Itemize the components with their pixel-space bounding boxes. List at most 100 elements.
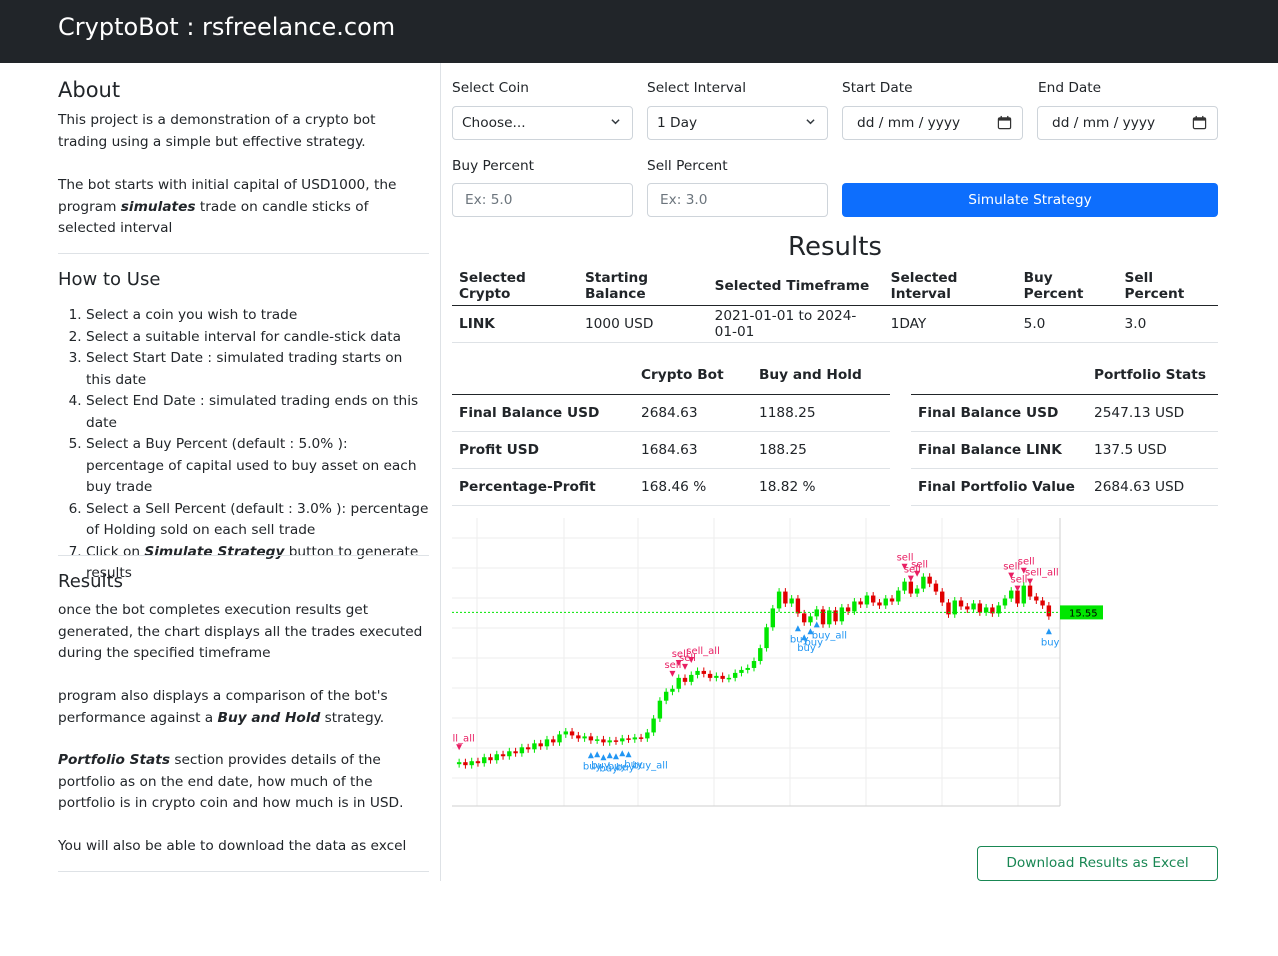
buy-percent-label: Buy Percent <box>452 158 535 174</box>
candle-body <box>613 740 619 742</box>
calendar-icon[interactable] <box>1192 115 1207 130</box>
comparison-cell: 188.25 <box>752 431 890 469</box>
buy-marker <box>612 753 619 760</box>
portfolio-cell: 2547.13 USD <box>1087 394 1218 432</box>
candle-body <box>795 598 801 614</box>
trade-chart[interactable]: 15.55sell_allbuybuybuybuybuybuybuy_allse… <box>452 518 1107 808</box>
candle-body <box>977 603 983 613</box>
candle-body <box>720 675 725 679</box>
candle-body <box>1002 598 1008 606</box>
start-date-input[interactable]: dd / mm / yyyy <box>842 106 1023 140</box>
candle-body <box>940 591 945 603</box>
candle-body <box>990 607 995 614</box>
end-date-value: dd / mm / yyyy <box>1052 115 1156 131</box>
candle-body <box>482 757 487 764</box>
results-title: Results <box>788 232 882 262</box>
sell-label: sell <box>672 649 689 660</box>
interval-label: Select Interval <box>647 80 746 96</box>
candle-body <box>488 757 493 761</box>
candle-body <box>827 610 832 625</box>
candle-body <box>958 600 964 607</box>
table-row: Final Portfolio Value 2684.63 USD <box>911 468 1218 506</box>
portfolio-cell: 2684.63 USD <box>1087 468 1218 506</box>
about-title: About <box>58 78 121 102</box>
candle-body <box>908 581 914 594</box>
sell-label: sell <box>1018 557 1035 568</box>
buy-marker <box>801 634 808 641</box>
portfolio-stats-table: Portfolio Stats Final Balance USD 2547.1… <box>911 357 1218 506</box>
candle-body <box>1021 585 1026 604</box>
summary-header: Buy Percent <box>1016 268 1118 306</box>
candle-body <box>726 677 732 680</box>
coin-select[interactable]: Choose... <box>452 106 633 140</box>
sell-label: sell <box>897 553 914 564</box>
candle-body <box>933 583 939 592</box>
candle-body <box>638 737 644 739</box>
candle-body <box>714 675 719 678</box>
candle-body <box>538 743 543 747</box>
simulates-emphasis: simulates <box>120 198 196 215</box>
candle-body <box>871 595 876 603</box>
candle-body <box>739 669 744 673</box>
buy-label: buy <box>616 762 635 773</box>
summary-header: Starting Balance <box>577 268 708 306</box>
portfolio-cell: Final Balance LINK <box>911 431 1087 469</box>
coin-label: Select Coin <box>452 80 529 96</box>
buy-marker <box>619 750 626 757</box>
end-date-input[interactable]: dd / mm / yyyy <box>1037 106 1218 140</box>
table-row: Percentage-Profit 168.46 % 18.82 % <box>452 468 890 506</box>
sell-marker <box>1027 578 1034 585</box>
results-text-2a: program also displays a comparison of th… <box>58 688 388 726</box>
comparison-header: Crypto Bot <box>634 357 752 395</box>
buy-label: buy <box>591 760 610 771</box>
download-excel-button[interactable]: Download Results as Excel <box>977 846 1218 881</box>
brand-title[interactable]: CryptoBot : rsfreelance.com <box>58 13 396 41</box>
results-text-3: Portfolio Stats section provides details… <box>58 750 429 815</box>
sell-marker <box>675 659 682 666</box>
candle-body <box>745 667 750 670</box>
sell-label: sell <box>679 653 696 664</box>
candle-body <box>469 761 474 766</box>
step-item: Select a suitable interval for candle-st… <box>86 327 429 349</box>
candle-body <box>594 739 600 741</box>
comparison-cell: Final Balance USD <box>452 394 634 432</box>
howto-title: How to Use <box>58 269 161 290</box>
comparison-cell: 18.82 % <box>752 468 890 506</box>
chevron-down-icon <box>611 119 620 125</box>
comparison-cell: 168.46 % <box>634 468 752 506</box>
candle-body <box>1040 600 1045 606</box>
summary-header: Selected Interval <box>883 268 1017 306</box>
candle-body <box>852 601 857 612</box>
interval-select[interactable]: 1 Day <box>647 106 828 140</box>
buy-percent-input[interactable]: Ex: 5.0 <box>452 183 633 217</box>
candle-body <box>557 734 562 743</box>
candle-body <box>732 672 738 678</box>
buy-marker <box>625 751 632 758</box>
candle-body <box>983 607 989 613</box>
sell-label: sell <box>911 560 928 571</box>
summary-table: Selected Crypto Starting Balance Selecte… <box>452 268 1218 343</box>
candle-body <box>563 731 568 735</box>
about-text-1: This project is a demonstration of a cry… <box>58 112 376 150</box>
navbar: CryptoBot : rsfreelance.com <box>0 0 1278 63</box>
start-date-value: dd / mm / yyyy <box>857 115 961 131</box>
simulate-strategy-emphasis: Simulate Strategy <box>144 543 285 560</box>
summary-header: Sell Percent <box>1117 268 1218 306</box>
sell-percent-input[interactable]: Ex: 3.0 <box>647 183 828 217</box>
comparison-cell: Profit USD <box>452 431 634 469</box>
comparison-cell: 2684.63 <box>634 394 752 432</box>
about-text-2: The bot starts with initial capital of U… <box>58 175 429 240</box>
calendar-icon[interactable] <box>997 115 1012 130</box>
sell-marker <box>1008 572 1015 579</box>
candle-body <box>789 598 794 604</box>
portfolio-stats-emphasis: Portfolio Stats <box>58 752 170 768</box>
candle-body <box>946 602 951 615</box>
portfolio-header: Portfolio Stats <box>1087 357 1218 395</box>
end-date-label: End Date <box>1038 80 1102 96</box>
candle-body <box>1034 596 1039 601</box>
step-item: Select Start Date : simulated trading st… <box>86 348 429 391</box>
buy-marker <box>807 628 814 635</box>
sell-marker <box>456 744 463 751</box>
candle-body <box>551 739 556 743</box>
simulate-strategy-button[interactable]: Simulate Strategy <box>842 183 1218 217</box>
